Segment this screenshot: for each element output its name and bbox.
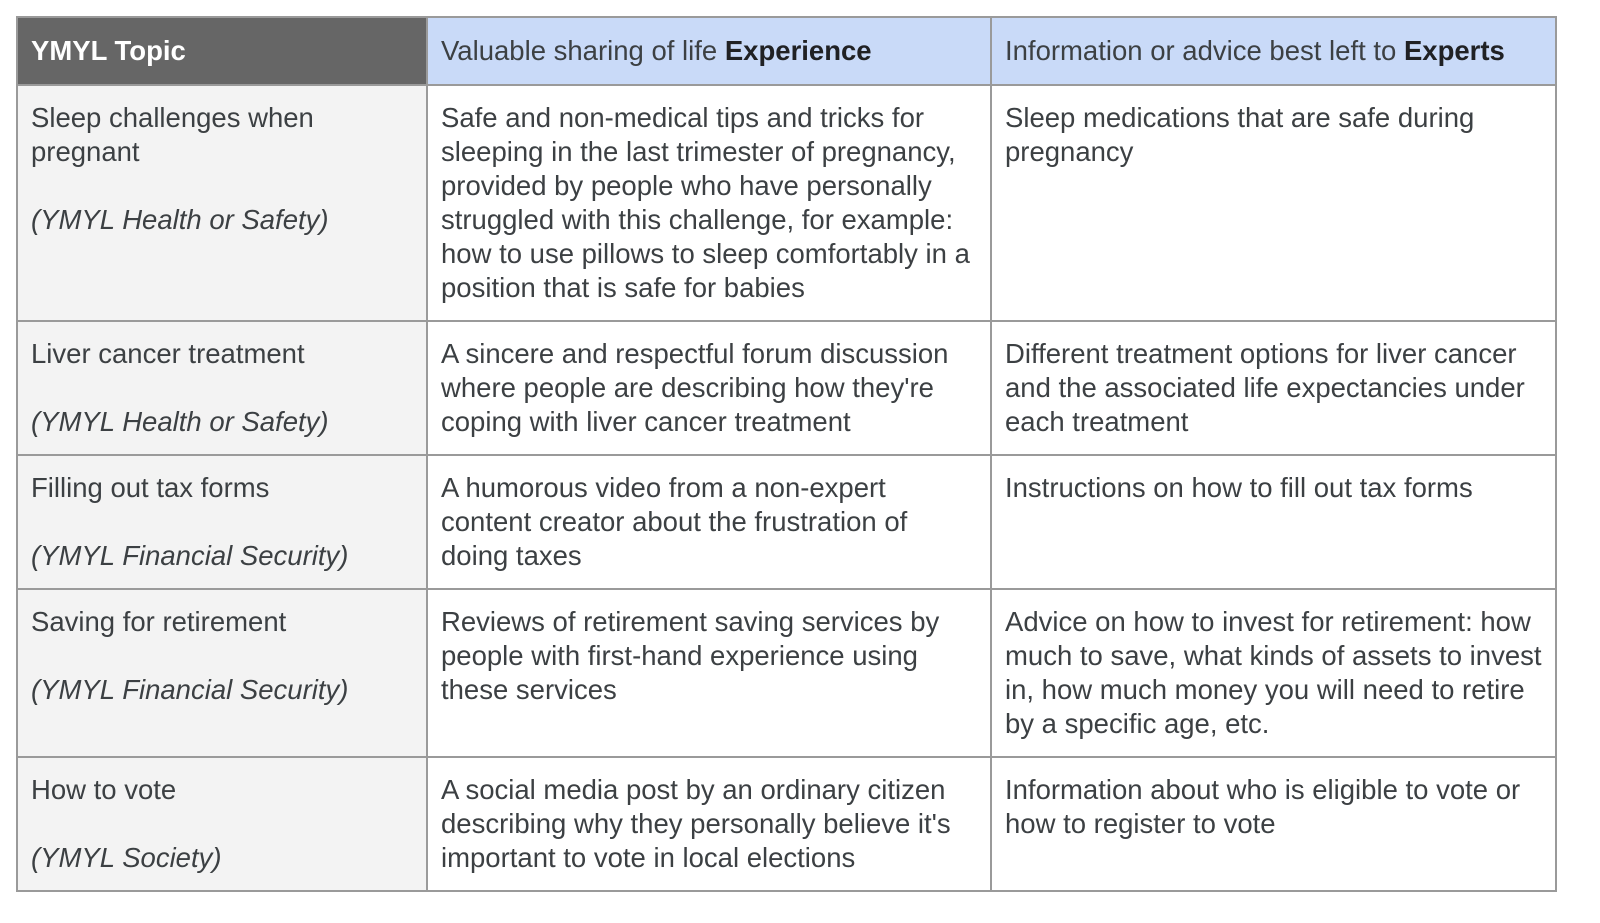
topic-cell: Filling out tax forms (YMYL Financial Sec…: [16, 454, 428, 590]
experts-cell: Information about who is eligible to vot…: [990, 756, 1557, 892]
header-row: YMYL Topic Valuable sharing of life Expe…: [16, 16, 1557, 86]
topic-category: (YMYL Financial Security): [31, 674, 349, 705]
header-experience: Valuable sharing of life Experience: [426, 16, 992, 86]
experts-cell: Instructions on how to fill out tax form…: [990, 454, 1557, 590]
topic-title: Saving for retirement: [31, 606, 287, 637]
topic-cell: Liver cancer treatment (YMYL Health or Sa…: [16, 320, 428, 456]
experience-cell: Safe and non-medical tips and tricks for…: [426, 84, 992, 322]
table-row: Liver cancer treatment (YMYL Health or Sa…: [16, 320, 1557, 456]
topic-category: (YMYL Health or Safety): [31, 204, 329, 235]
topic-cell: Sleep challenges when pregnant (YMYL Heal…: [16, 84, 428, 322]
topic-cell: How to vote (YMYL Society): [16, 756, 428, 892]
topic-category: (YMYL Financial Security): [31, 540, 349, 571]
experts-cell: Different treatment options for liver ca…: [990, 320, 1557, 456]
header-experts: Information or advice best left to Exper…: [990, 16, 1557, 86]
table-row: Saving for retirement (YMYL Financial Sec…: [16, 588, 1557, 758]
table-row: How to vote (YMYL Society) A social media…: [16, 756, 1557, 892]
topic-title: Filling out tax forms: [31, 472, 270, 503]
header-experts-prefix: Information or advice best left to: [1005, 35, 1404, 66]
header-experts-bold: Experts: [1403, 35, 1505, 66]
topic-title: Liver cancer treatment: [31, 338, 305, 369]
experts-cell: Advice on how to invest for retirement: …: [990, 588, 1557, 758]
header-experience-prefix: Valuable sharing of life: [441, 35, 725, 66]
topic-title: Sleep challenges when pregnant: [31, 102, 314, 167]
experts-cell: Sleep medications that are safe during p…: [990, 84, 1557, 322]
header-experience-bold: Experience: [724, 35, 872, 66]
topic-cell: Saving for retirement (YMYL Financial Sec…: [16, 588, 428, 758]
topic-title: How to vote: [31, 774, 177, 805]
experience-cell: A humorous video from a non-expert conte…: [426, 454, 992, 590]
topic-category: (YMYL Health or Safety): [31, 406, 329, 437]
experience-cell: A sincere and respectful forum discussio…: [426, 320, 992, 456]
ymyl-comparison-table: YMYL Topic Valuable sharing of life Expe…: [16, 16, 1557, 892]
table-row: Filling out tax forms (YMYL Financial Sec…: [16, 454, 1557, 590]
table-row: Sleep challenges when pregnant (YMYL Heal…: [16, 84, 1557, 322]
experience-cell: Reviews of retirement saving services by…: [426, 588, 992, 758]
topic-category: (YMYL Society): [31, 842, 222, 873]
header-topic: YMYL Topic: [16, 16, 428, 86]
experience-cell: A social media post by an ordinary citiz…: [426, 756, 992, 892]
